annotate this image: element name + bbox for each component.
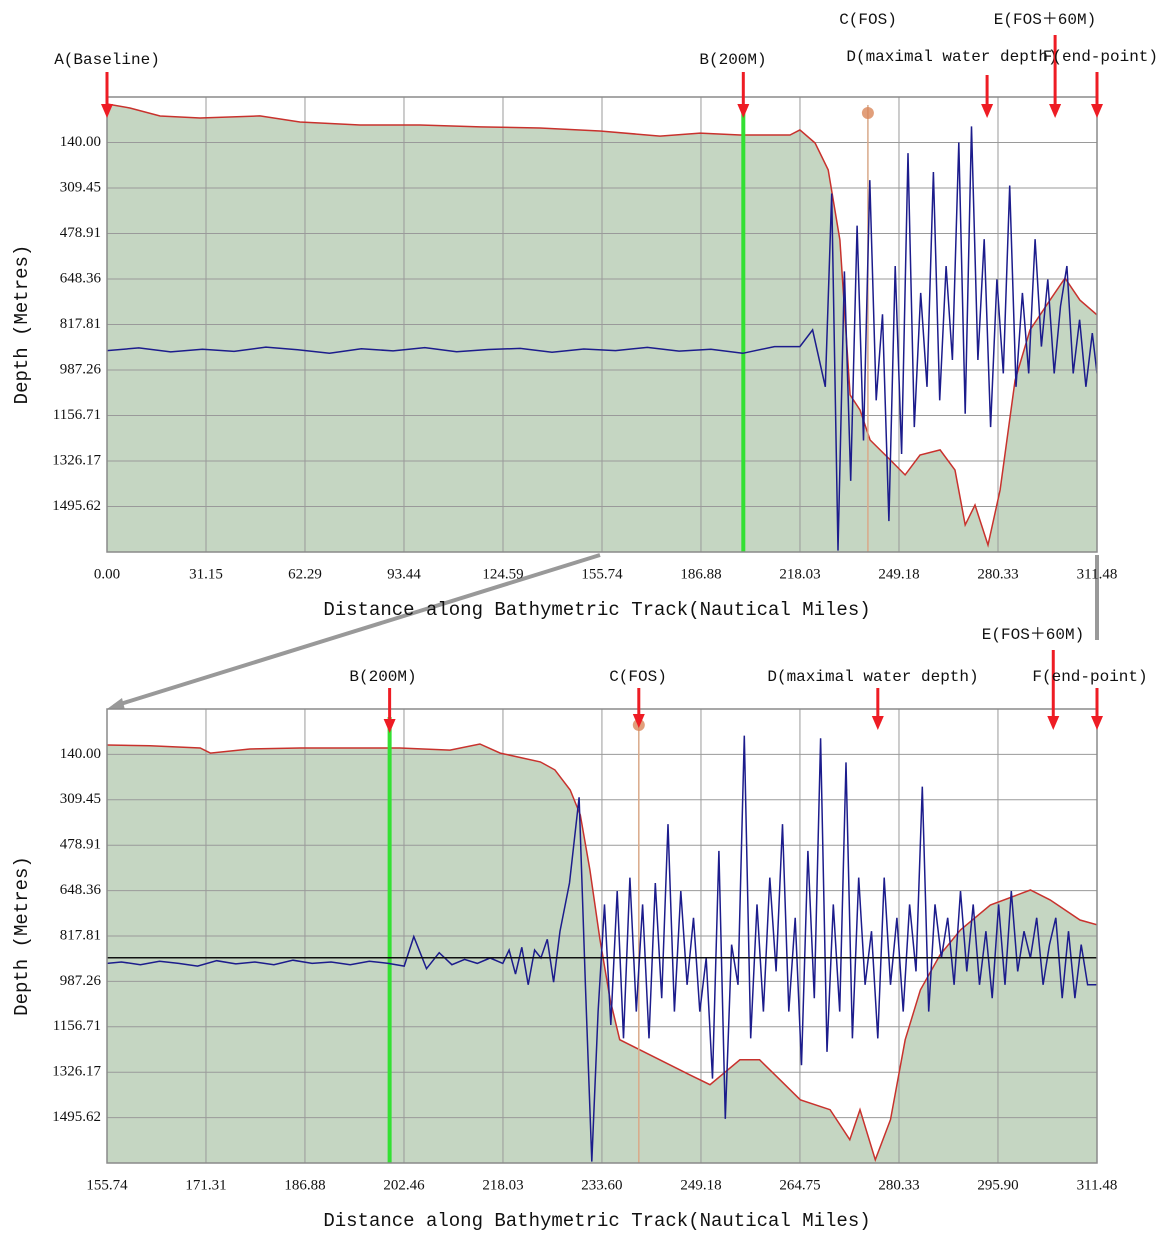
annotation-arrowhead bbox=[101, 104, 113, 118]
annotation-arrowhead bbox=[981, 104, 994, 118]
x-tick-label: 311.48 bbox=[1077, 566, 1118, 582]
y-tick-label: 1495.62 bbox=[52, 1109, 101, 1125]
annotation-label: E(FOS＋60M) bbox=[994, 11, 1096, 29]
marker-dot bbox=[861, 107, 874, 119]
series-line bbox=[107, 735, 1097, 1162]
x-tick-label: 155.74 bbox=[86, 1177, 128, 1193]
x-tick-label: 311.48 bbox=[1077, 1177, 1118, 1193]
x-tick-label: 62.29 bbox=[288, 566, 322, 582]
y-tick-label: 1495.62 bbox=[52, 498, 101, 514]
annotation-label: C(FOS) bbox=[609, 668, 667, 686]
x-tick-label: 186.88 bbox=[284, 1177, 325, 1193]
x-axis-title: Distance along Bathymetric Track(Nautica… bbox=[323, 1210, 870, 1232]
annotation-arrowhead bbox=[737, 104, 750, 118]
zoom-connector bbox=[107, 553, 1099, 710]
x-tick-label: 249.18 bbox=[878, 566, 919, 582]
x-tick-label: 93.44 bbox=[387, 566, 421, 582]
y-tick-label: 309.45 bbox=[60, 179, 101, 195]
x-tick-label: 202.46 bbox=[383, 1177, 425, 1193]
y-tick-label: 817.81 bbox=[60, 316, 101, 332]
annotation-label: F(end-point) bbox=[1032, 668, 1147, 686]
x-tick-label: 249.18 bbox=[680, 1177, 721, 1193]
x-tick-label: 155.74 bbox=[581, 566, 623, 582]
x-tick-label: 218.03 bbox=[482, 1177, 523, 1193]
y-tick-label: 140.00 bbox=[60, 746, 101, 762]
x-tick-label: 295.90 bbox=[977, 1177, 1018, 1193]
x-tick-label: 233.60 bbox=[581, 1177, 622, 1193]
y-tick-label: 987.26 bbox=[60, 973, 102, 989]
x-tick-label: 280.33 bbox=[977, 566, 1018, 582]
y-tick-label: 1326.17 bbox=[52, 1064, 101, 1080]
annotation-arrowhead bbox=[383, 719, 396, 733]
y-tick-label: 309.45 bbox=[60, 791, 101, 807]
y-axis-title: Depth (Metres) bbox=[11, 245, 33, 405]
y-tick-label: 478.91 bbox=[60, 837, 101, 853]
x-axis-title: Distance along Bathymetric Track(Nautica… bbox=[323, 599, 870, 621]
y-tick-label: 1326.17 bbox=[52, 452, 101, 468]
annotation-arrowhead bbox=[1047, 716, 1060, 730]
y-axis-title: Depth (Metres) bbox=[11, 856, 33, 1016]
annotation-arrowhead bbox=[871, 716, 884, 730]
x-tick-label: 186.88 bbox=[680, 566, 721, 582]
x-tick-label: 0.00 bbox=[94, 566, 120, 582]
x-tick-label: 264.75 bbox=[779, 1177, 820, 1193]
y-tick-label: 478.91 bbox=[60, 225, 101, 241]
chart: 140.00 309.45 478.91 648.36 817.81 987.26 1156… bbox=[11, 11, 1158, 621]
annotation-arrowhead bbox=[1049, 104, 1062, 118]
annotation-label: B(200M) bbox=[349, 668, 416, 686]
series-line bbox=[107, 126, 1097, 551]
connector-line bbox=[113, 553, 601, 708]
y-tick-label: 648.36 bbox=[60, 270, 102, 286]
x-tick-label: 280.33 bbox=[878, 1177, 919, 1193]
y-tick-label: 817.81 bbox=[60, 927, 101, 943]
annotation-arrowhead bbox=[632, 714, 645, 728]
x-tick-label: 31.15 bbox=[189, 566, 223, 582]
y-tick-label: 648.36 bbox=[60, 882, 102, 898]
y-tick-label: 987.26 bbox=[60, 361, 102, 377]
annotation-label: A(Baseline) bbox=[54, 51, 160, 69]
series-line bbox=[107, 743, 1097, 1163]
annotation-arrowhead bbox=[1091, 716, 1103, 730]
series-line bbox=[107, 103, 1097, 548]
annotation-label: F(end-point) bbox=[1043, 48, 1158, 66]
chart: 140.00 309.45 478.91 648.36 817.81 987.26 1156… bbox=[11, 626, 1148, 1232]
annotation-arrowhead bbox=[1091, 104, 1103, 118]
x-tick-label: 218.03 bbox=[779, 566, 820, 582]
y-tick-label: 1156.71 bbox=[53, 1018, 101, 1034]
annotation-label: E(FOS＋60M) bbox=[982, 626, 1084, 644]
annotation-label: D(maximal water depth) bbox=[767, 668, 978, 686]
annotation-label: C(FOS) bbox=[839, 11, 897, 29]
annotation-label: D(maximal water depth) bbox=[846, 48, 1057, 66]
connector-head bbox=[107, 698, 125, 710]
plot-border bbox=[106, 96, 1098, 553]
y-tick-label: 1156.71 bbox=[53, 407, 101, 423]
y-tick-label: 140.00 bbox=[60, 134, 101, 150]
x-tick-label: 171.31 bbox=[185, 1177, 226, 1193]
plot-border bbox=[106, 708, 1098, 1164]
annotation-label: B(200M) bbox=[699, 51, 766, 69]
x-tick-label: 124.59 bbox=[482, 566, 523, 582]
